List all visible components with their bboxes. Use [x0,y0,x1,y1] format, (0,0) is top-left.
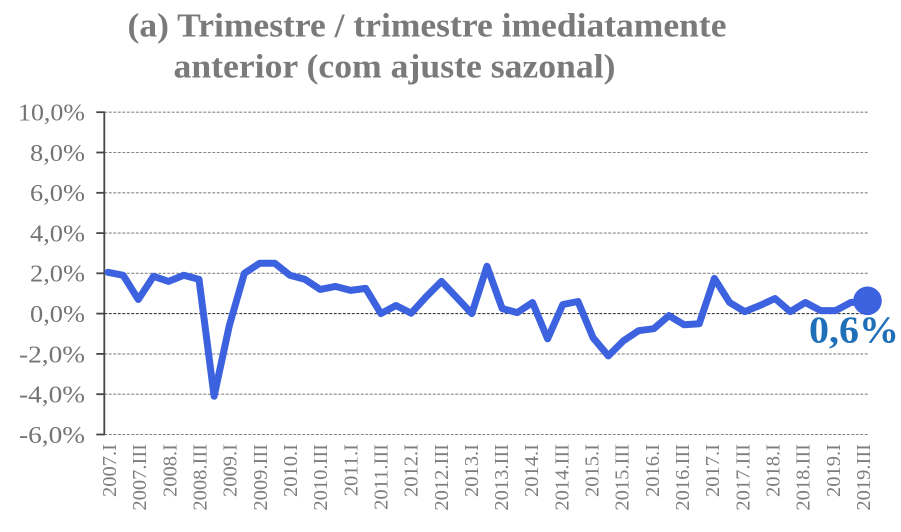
svg-text:6,0%: 6,0% [30,181,85,207]
svg-text:10,0%: 10,0% [18,101,85,127]
svg-text:2016.III: 2016.III [672,444,694,511]
svg-text:2010.III: 2010.III [310,444,332,511]
svg-text:2017.I: 2017.I [702,444,724,497]
svg-text:-6,0%: -6,0% [19,423,85,449]
svg-text:2011.I: 2011.I [340,444,362,496]
svg-text:2015.III: 2015.III [612,444,634,511]
svg-text:2007.I: 2007.I [99,444,121,497]
svg-text:2010.I: 2010.I [280,444,302,497]
svg-text:2,0%: 2,0% [30,262,85,288]
svg-text:2017.III: 2017.III [732,444,754,511]
svg-text:2012.I: 2012.I [401,444,423,497]
svg-text:2009.I: 2009.I [220,444,242,497]
svg-text:2014.III: 2014.III [551,444,573,511]
svg-text:8,0%: 8,0% [30,141,85,167]
svg-text:2018.I: 2018.I [763,444,785,497]
svg-text:0,6%: 0,6% [809,310,899,352]
svg-text:2019.I: 2019.I [823,444,845,497]
svg-text:-2,0%: -2,0% [19,342,85,368]
svg-text:2008.III: 2008.III [190,444,212,511]
svg-text:2016.I: 2016.I [642,444,664,497]
svg-text:(a) Trimestre / trimestre imed: (a) Trimestre / trimestre imediatamente [128,7,727,44]
svg-text:2012.III: 2012.III [431,444,453,511]
svg-text:2011.III: 2011.III [370,444,392,510]
svg-text:2015.I: 2015.I [582,444,604,497]
svg-text:2007.III: 2007.III [129,444,151,511]
svg-text:0,0%: 0,0% [30,302,85,328]
svg-text:2013.III: 2013.III [491,444,513,511]
svg-text:2014.I: 2014.I [521,444,543,497]
svg-text:2018.III: 2018.III [793,444,815,511]
svg-text:2019.III: 2019.III [853,444,875,511]
svg-text:-4,0%: -4,0% [19,383,85,409]
svg-text:4,0%: 4,0% [30,222,85,248]
svg-text:2013.I: 2013.I [461,444,483,497]
svg-text:2008.I: 2008.I [159,444,181,497]
svg-text:2009.III: 2009.III [250,444,272,511]
svg-text:anterior (com ajuste sazonal): anterior (com ajuste sazonal) [174,48,616,85]
